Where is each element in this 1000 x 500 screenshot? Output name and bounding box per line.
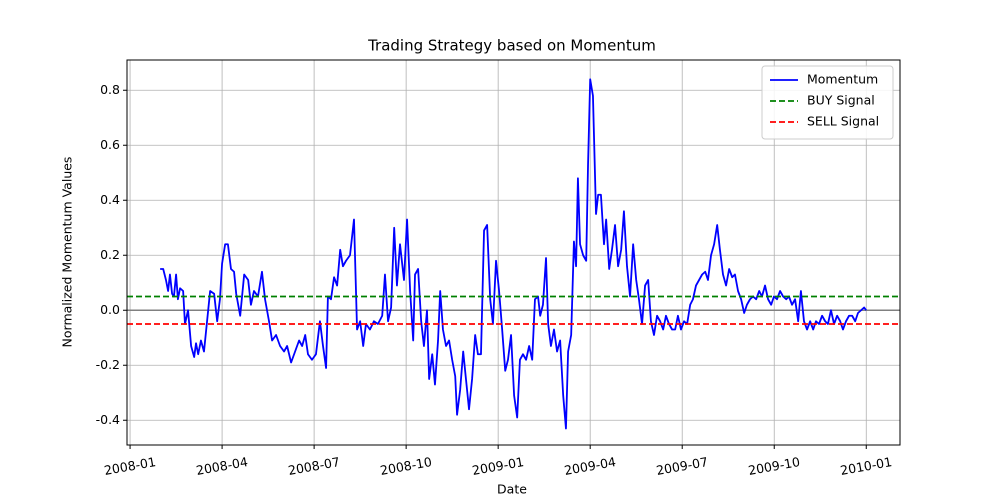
plot-frame xyxy=(126,59,901,446)
y-tick-label: -0.2 xyxy=(96,357,120,372)
y-tick-label: -0.4 xyxy=(96,412,120,427)
y-tick-label: 0.8 xyxy=(100,82,120,97)
legend-label: SELL Signal xyxy=(807,114,879,129)
y-axis-label: Normalized Momentum Values xyxy=(60,157,75,348)
legend-box xyxy=(761,65,894,140)
legend-label: BUY Signal xyxy=(807,93,875,108)
chart-title: Trading Strategy based on Momentum xyxy=(367,37,656,55)
y-tick-label: 0.2 xyxy=(100,247,120,262)
series-line xyxy=(160,78,867,430)
legend-label: Momentum xyxy=(807,72,878,87)
y-tick-label: 0.0 xyxy=(100,302,120,317)
y-tick-label: 0.6 xyxy=(100,137,120,152)
y-tick-label: 0.4 xyxy=(100,192,120,207)
x-axis-label: Date xyxy=(497,482,527,497)
